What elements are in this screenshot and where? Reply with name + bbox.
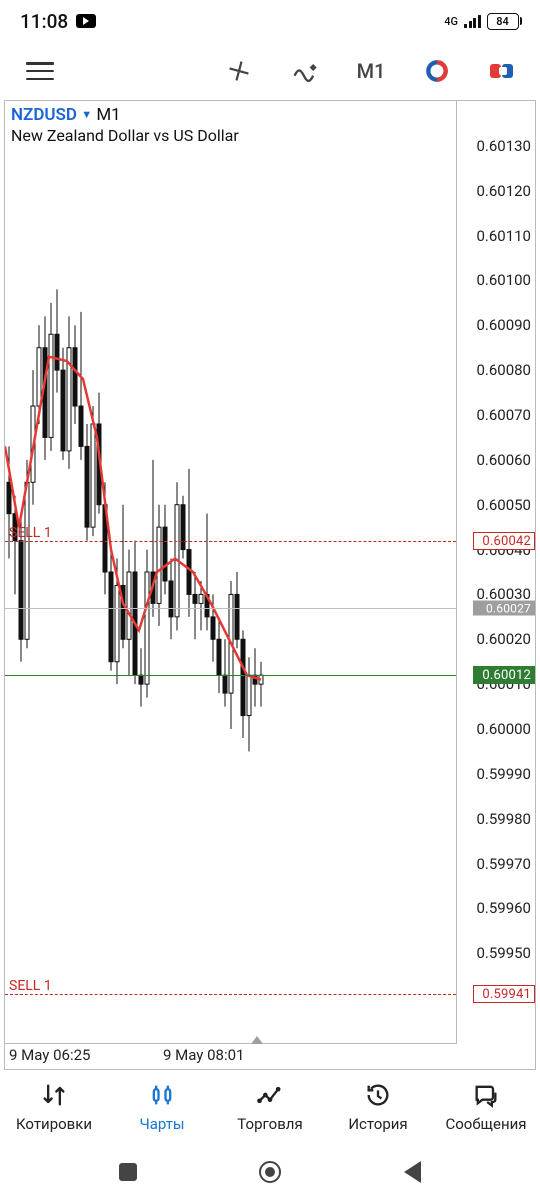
tab-charts[interactable]: Чарты <box>109 1081 215 1133</box>
tab-label: История <box>348 1115 407 1133</box>
time-axis: 9 May 06:25 9 May 08:01 <box>5 1044 457 1069</box>
youtube-icon <box>76 14 96 28</box>
price-tag: 0.60012 <box>473 666 535 684</box>
price-tick: 0.60060 <box>476 451 531 469</box>
order-label: SELL 1 <box>9 978 52 994</box>
tab-quotes[interactable]: Котировки <box>1 1081 107 1133</box>
tab-trade[interactable]: Торговля <box>217 1081 323 1133</box>
price-tag: 0.60027 <box>473 600 535 615</box>
time-tick: 9 May 06:25 <box>9 1046 90 1064</box>
price-line <box>5 608 456 609</box>
price-tick: 0.60090 <box>476 316 531 334</box>
chart-container[interactable]: NZDUSD ▼ M1 New Zealand Dollar vs US Dol… <box>4 100 536 1070</box>
order-icon <box>488 60 518 82</box>
ring-icon <box>424 58 450 84</box>
status-bar: 11:08 4G 84 <box>0 0 540 42</box>
price-tick: 0.60110 <box>476 227 531 245</box>
tab-messages[interactable]: Сообщения <box>433 1081 539 1133</box>
candlestick-icon <box>148 1081 176 1109</box>
price-tick: 0.60100 <box>476 271 531 289</box>
timeframe-button[interactable]: M1 <box>338 42 404 100</box>
status-time: 11:08 <box>20 10 68 33</box>
price-tick: 0.60080 <box>476 361 531 379</box>
price-tick: 0.60130 <box>476 137 531 155</box>
history-icon <box>364 1081 392 1109</box>
menu-button[interactable] <box>4 42 76 100</box>
price-tag: 0.59941 <box>473 985 535 1003</box>
price-tick: 0.60120 <box>476 182 531 200</box>
tab-label: Торговля <box>237 1115 302 1133</box>
chart-title: NZDUSD ▼ M1 New Zealand Dollar vs US Dol… <box>11 105 239 148</box>
indicators-button[interactable] <box>272 42 338 100</box>
price-tick: 0.59960 <box>476 899 531 917</box>
price-line <box>5 675 456 676</box>
arrows-icon <box>40 1081 68 1109</box>
tab-label: Чарты <box>139 1115 184 1133</box>
time-marker-icon <box>251 1036 263 1044</box>
chart-plot <box>5 101 456 1043</box>
crosshair-icon <box>226 58 252 84</box>
nav-home-button[interactable] <box>259 1161 281 1183</box>
chart-type-button[interactable] <box>404 42 470 100</box>
nav-recent-button[interactable] <box>119 1163 137 1181</box>
price-tick: 0.60070 <box>476 406 531 424</box>
dropdown-icon: ▼ <box>81 108 92 121</box>
price-tick: 0.60050 <box>476 496 531 514</box>
price-tick: 0.59950 <box>476 944 531 962</box>
time-tick: 9 May 08:01 <box>163 1046 244 1064</box>
price-tick: 0.60020 <box>476 630 531 648</box>
price-tag: 0.60042 <box>473 532 535 550</box>
price-axis: 0.60130 0.60120 0.60110 0.60100 0.60090 0.600… <box>457 101 535 1044</box>
android-nav-bar <box>0 1144 540 1200</box>
new-order-button[interactable] <box>470 42 536 100</box>
crosshair-button[interactable] <box>206 42 272 100</box>
bottom-tab-bar: Котировки Чарты Торговля История Сообщен… <box>0 1070 540 1144</box>
price-line <box>5 541 456 542</box>
battery-icon: 84 <box>487 13 523 30</box>
chat-icon <box>472 1081 500 1109</box>
price-tick: 0.59980 <box>476 810 531 828</box>
tab-history[interactable]: История <box>325 1081 431 1133</box>
trend-icon <box>256 1081 284 1109</box>
order-label: SELL 1 <box>9 525 52 541</box>
price-tick: 0.59970 <box>476 855 531 873</box>
indicator-icon <box>291 57 319 85</box>
signal-icon <box>464 14 481 28</box>
tab-label: Котировки <box>16 1115 92 1133</box>
price-line <box>5 994 456 995</box>
hamburger-icon <box>26 62 54 80</box>
tab-label: Сообщения <box>445 1115 526 1133</box>
signal-type: 4G <box>444 16 458 27</box>
price-tick: 0.59990 <box>476 765 531 783</box>
price-tick: 0.60000 <box>476 720 531 738</box>
nav-back-button[interactable] <box>404 1161 421 1183</box>
toolbar: M1 <box>0 42 540 100</box>
